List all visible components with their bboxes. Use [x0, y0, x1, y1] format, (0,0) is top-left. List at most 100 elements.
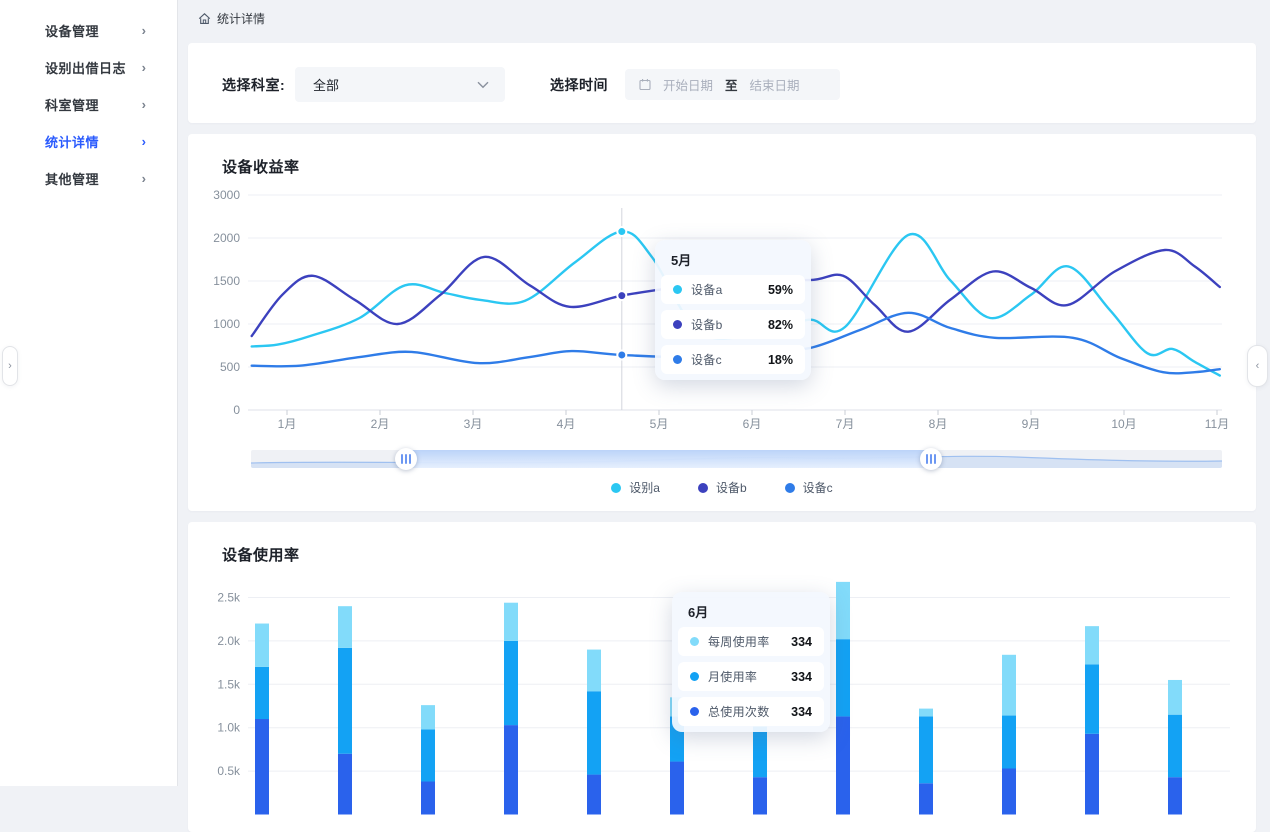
- tooltip-series-value: 334: [791, 669, 812, 684]
- x-axis-tick-label: 3月: [464, 417, 483, 431]
- sidebar-item-label: 科室管理: [45, 98, 100, 113]
- tooltip-series-label: 每周使用率: [708, 635, 770, 649]
- tooltip-rows-1: 设备a 59% 设备b 82% 设备c 18%: [661, 275, 805, 374]
- sidebar-item[interactable]: 统计详情 ›: [0, 123, 177, 160]
- tooltip-series-value: 18%: [767, 352, 793, 367]
- bar-segment[interactable]: [338, 753, 352, 815]
- x-axis-tick-label: 6月: [743, 417, 762, 431]
- y-axis-tick-label: 500: [220, 360, 240, 374]
- bar-segment[interactable]: [836, 639, 850, 717]
- tooltip-row: 月使用率 334: [678, 662, 824, 691]
- bar-chart-title: 设备使用率: [222, 547, 300, 564]
- bar-segment[interactable]: [1168, 679, 1182, 715]
- tooltip-row: 每周使用率 334: [678, 627, 824, 656]
- legend-color-dot: [611, 482, 622, 493]
- usage-rate-chart-card: 设备使用率 2.5k 2.0k 1.5k 1.0k 0.5k 6月 每周使用率 334 月使…: [188, 522, 1256, 832]
- bar-segment[interactable]: [255, 623, 269, 667]
- x-axis-tick-label: 5月: [650, 417, 669, 431]
- tooltip-series-label: 月使用率: [708, 670, 758, 684]
- y-axis-tick-label: 1000: [213, 317, 240, 331]
- date-range-picker[interactable]: 开始日期 至 结束日期: [625, 69, 840, 100]
- bar-segment[interactable]: [1168, 777, 1182, 815]
- chevron-down-icon: [477, 81, 489, 88]
- y-axis-tick-label: 2.5k: [217, 591, 241, 605]
- legend-label: 设备b: [715, 481, 747, 495]
- x-axis-tick-label: 10月: [1111, 417, 1136, 431]
- bar-chart-tooltip: 6月 每周使用率 334 月使用率 334 总使用次数 334: [672, 592, 830, 732]
- bar-segment[interactable]: [1085, 733, 1099, 815]
- panel-collapse-button[interactable]: ‹: [1247, 345, 1268, 387]
- bar-segment[interactable]: [587, 691, 601, 775]
- bar-segment[interactable]: [421, 729, 435, 782]
- bar-segment[interactable]: [1085, 626, 1099, 665]
- chevron-right-icon: ›: [141, 97, 146, 112]
- line-chart-title: 设备收益率: [222, 159, 300, 176]
- chevron-right-icon: ›: [141, 171, 146, 186]
- legend-item[interactable]: 设备c: [784, 479, 833, 496]
- legend-item[interactable]: 设别a: [611, 479, 660, 496]
- bar-segment[interactable]: [255, 666, 269, 720]
- datazoom-track[interactable]: [251, 450, 1222, 468]
- bar-segment[interactable]: [1002, 768, 1016, 815]
- x-axis-tick-label: 8月: [929, 417, 948, 431]
- series-color-dot: [673, 285, 682, 294]
- bar-segment[interactable]: [587, 649, 601, 692]
- sidebar-item[interactable]: 科室管理 ›: [0, 86, 177, 123]
- x-axis-tick-label: 1月: [278, 417, 297, 431]
- bar-segment[interactable]: [919, 716, 933, 784]
- bar-segment[interactable]: [1002, 715, 1016, 769]
- datazoom-slider[interactable]: [251, 448, 1222, 470]
- revenue-rate-chart-card: 设备收益率 3000 2000 1500 1000 500 0 1月 2月 3月 4月 5月 6月 7月…: [188, 134, 1256, 511]
- tooltip-rows-2: 每周使用率 334 月使用率 334 总使用次数 334: [678, 627, 824, 726]
- bar-segment[interactable]: [255, 719, 269, 815]
- chevron-right-icon: ›: [141, 134, 146, 149]
- sidebar-item-label: 统计详情: [45, 135, 100, 150]
- tooltip-row: 设备c 18%: [661, 345, 805, 374]
- x-axis-tick-label: 2月: [371, 417, 390, 431]
- start-date-input[interactable]: 开始日期: [663, 79, 714, 93]
- sidebar-expand-button[interactable]: ›: [2, 346, 18, 386]
- bar-segment[interactable]: [338, 606, 352, 648]
- bar-segment[interactable]: [338, 647, 352, 754]
- bar-segment[interactable]: [1168, 714, 1182, 778]
- tooltip-series-label: 设备b: [691, 318, 723, 332]
- sidebar-item-label: 其他管理: [45, 172, 100, 187]
- tooltip-series-value: 59%: [767, 282, 793, 297]
- series-color-dot: [690, 707, 699, 716]
- tooltip-series-label: 设备c: [691, 353, 722, 367]
- tooltip-series-label: 总使用次数: [708, 705, 770, 719]
- chevron-right-icon: ›: [141, 23, 146, 38]
- bar-segment[interactable]: [504, 725, 518, 815]
- x-axis-tick-label: 7月: [836, 417, 855, 431]
- bar-segment[interactable]: [919, 708, 933, 717]
- bar-segment[interactable]: [1002, 654, 1016, 716]
- bar-segment[interactable]: [421, 781, 435, 815]
- bar-segment[interactable]: [1085, 664, 1099, 734]
- sidebar-item[interactable]: 设别出借日志 ›: [0, 49, 177, 86]
- sidebar-item[interactable]: 设备管理 ›: [0, 12, 177, 49]
- chevron-right-icon: ›: [8, 360, 12, 372]
- bar-segment[interactable]: [421, 705, 435, 730]
- sidebar-item-label: 设备管理: [45, 24, 100, 39]
- datazoom-selected-range[interactable]: [406, 450, 931, 468]
- bar-segment[interactable]: [919, 783, 933, 815]
- breadcrumb-title: 统计详情: [217, 11, 266, 26]
- department-select[interactable]: 全部: [295, 67, 505, 102]
- x-axis-tick-label: 11月: [1205, 417, 1229, 431]
- sidebar-item[interactable]: 其他管理 ›: [0, 160, 177, 197]
- legend-color-dot: [697, 482, 708, 493]
- bar-segment[interactable]: [753, 777, 767, 815]
- bar-segment[interactable]: [836, 581, 850, 640]
- bar-segment[interactable]: [836, 716, 850, 815]
- bar-segment[interactable]: [504, 640, 518, 726]
- legend-item[interactable]: 设备b: [697, 479, 747, 496]
- series-color-dot: [690, 637, 699, 646]
- datazoom-handle-right[interactable]: [919, 448, 942, 470]
- bar-segment[interactable]: [753, 726, 767, 778]
- tooltip-series-value: 82%: [767, 317, 793, 332]
- bar-segment[interactable]: [504, 602, 518, 641]
- datazoom-handle-left[interactable]: [395, 448, 418, 470]
- bar-segment[interactable]: [670, 761, 684, 815]
- bar-segment[interactable]: [587, 774, 601, 815]
- end-date-input[interactable]: 结束日期: [749, 79, 800, 93]
